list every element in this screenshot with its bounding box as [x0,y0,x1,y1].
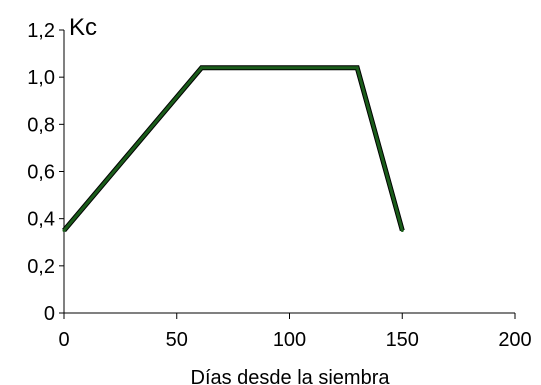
y-tick-label: 0,4 [27,209,55,231]
y-axis-label: Kc [69,14,97,41]
series-line [62,66,404,232]
y-ticks: 0 0,2 0,4 0,6 0,8 1,0 1,2 [27,20,64,325]
data-point [62,228,66,232]
y-tick-label: 0 [44,303,55,325]
data-point [400,228,404,232]
x-tick-label: 50 [166,329,188,351]
y-tick-label: 0,8 [27,114,55,136]
x-axis-label: Días desde la siembra [191,367,391,385]
y-tick-label: 0,6 [27,162,55,184]
axes [63,30,515,314]
x-tick-label: 0 [58,329,69,351]
x-ticks: 0 50 100 150 200 [58,313,532,351]
series-layer [62,65,405,233]
y-tick-label: 0,2 [27,256,55,278]
x-tick-label: 150 [386,329,419,351]
x-tick-label: 100 [273,329,306,351]
y-tick-label: 1,0 [27,67,55,89]
x-tick-label: 200 [498,329,531,351]
data-point [355,66,359,70]
y-tick-label: 1,2 [27,20,55,42]
data-point [200,66,204,70]
series-line-outline [62,65,405,233]
